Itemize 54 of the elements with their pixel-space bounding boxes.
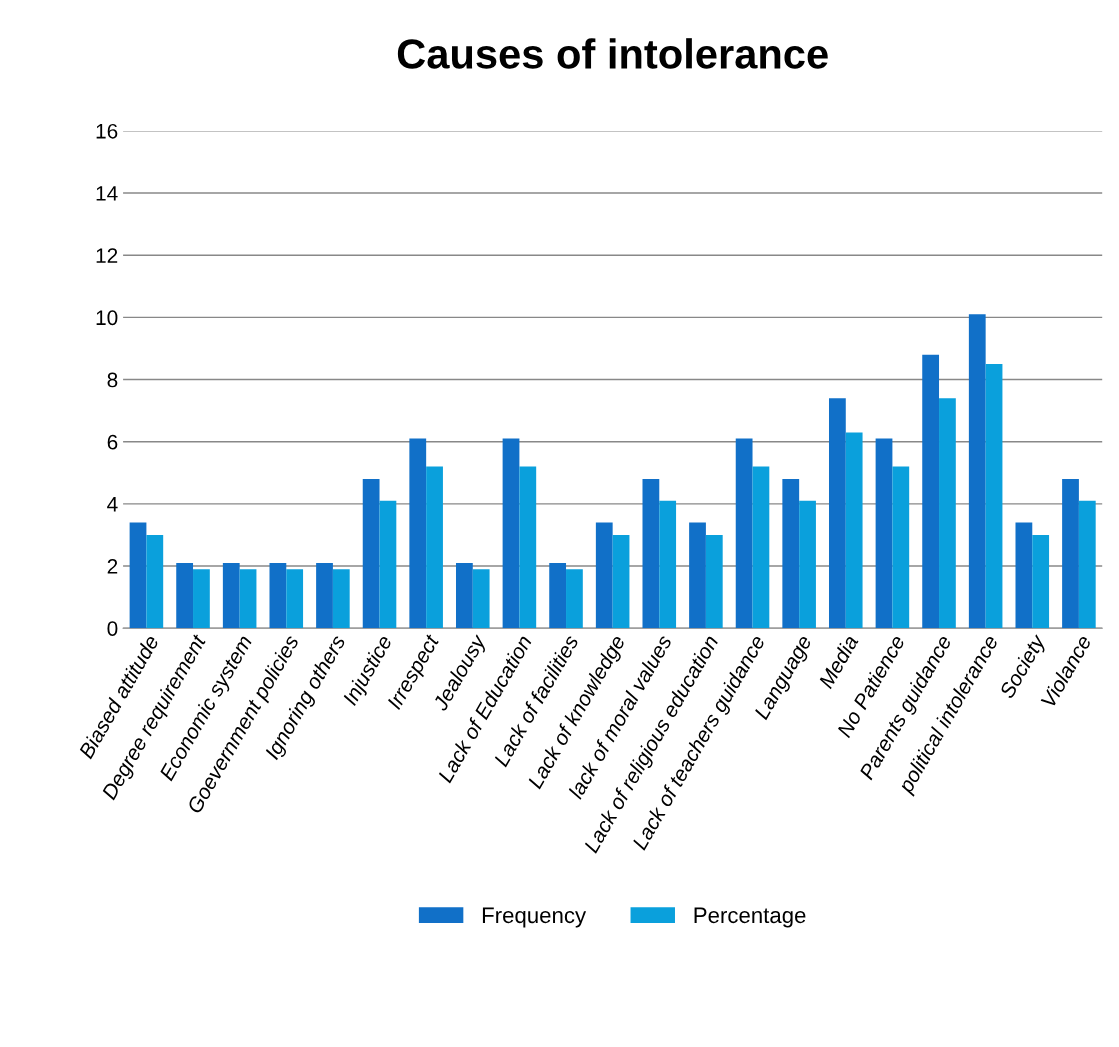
bar [239, 569, 257, 629]
bar [1078, 500, 1096, 629]
bar [472, 569, 490, 629]
bar [566, 569, 583, 629]
legend-label: Frequency [482, 907, 587, 928]
bar [549, 562, 567, 629]
chart-title: Causes of intolerance [397, 38, 828, 69]
bar [799, 500, 816, 629]
bar [939, 398, 956, 629]
bar [455, 562, 473, 629]
bar [332, 569, 350, 629]
bar [968, 314, 986, 629]
bar [316, 562, 333, 629]
bar [985, 364, 1003, 629]
y-tick-label: 6 [107, 434, 118, 450]
bar [146, 534, 164, 629]
bar [362, 479, 380, 629]
y-tick-label: 12 [96, 248, 118, 263]
y-tick-label: 8 [107, 372, 118, 388]
bar [735, 438, 753, 629]
y-tick-label: 0 [107, 621, 118, 636]
bar [659, 500, 677, 629]
legend-label: Percentage [694, 907, 806, 928]
bar [409, 438, 427, 629]
bar [689, 522, 706, 629]
bar [222, 562, 240, 629]
y-tick-label: 2 [107, 559, 118, 574]
bar [828, 398, 846, 629]
bar [752, 466, 770, 629]
bar [176, 562, 194, 629]
bar [845, 432, 863, 629]
bar [705, 534, 723, 629]
bar [1015, 522, 1033, 629]
bar [875, 438, 893, 629]
y-tick-label: 4 [107, 497, 118, 512]
y-tick-label: 14 [96, 186, 118, 201]
bar [519, 466, 537, 629]
bar [1062, 479, 1079, 629]
bar [642, 479, 660, 629]
bar [922, 354, 940, 629]
bar [782, 479, 800, 629]
bar [379, 500, 397, 629]
bar [502, 438, 520, 629]
bar [612, 534, 630, 629]
bar [129, 522, 147, 629]
bar [1032, 534, 1050, 629]
bar [595, 522, 613, 629]
bar [286, 569, 304, 629]
y-tick-label: 10 [96, 310, 118, 326]
bar [269, 562, 287, 629]
y-tick-label: 16 [96, 123, 118, 139]
bar [193, 569, 210, 629]
bar [892, 466, 910, 629]
bar [426, 466, 443, 629]
